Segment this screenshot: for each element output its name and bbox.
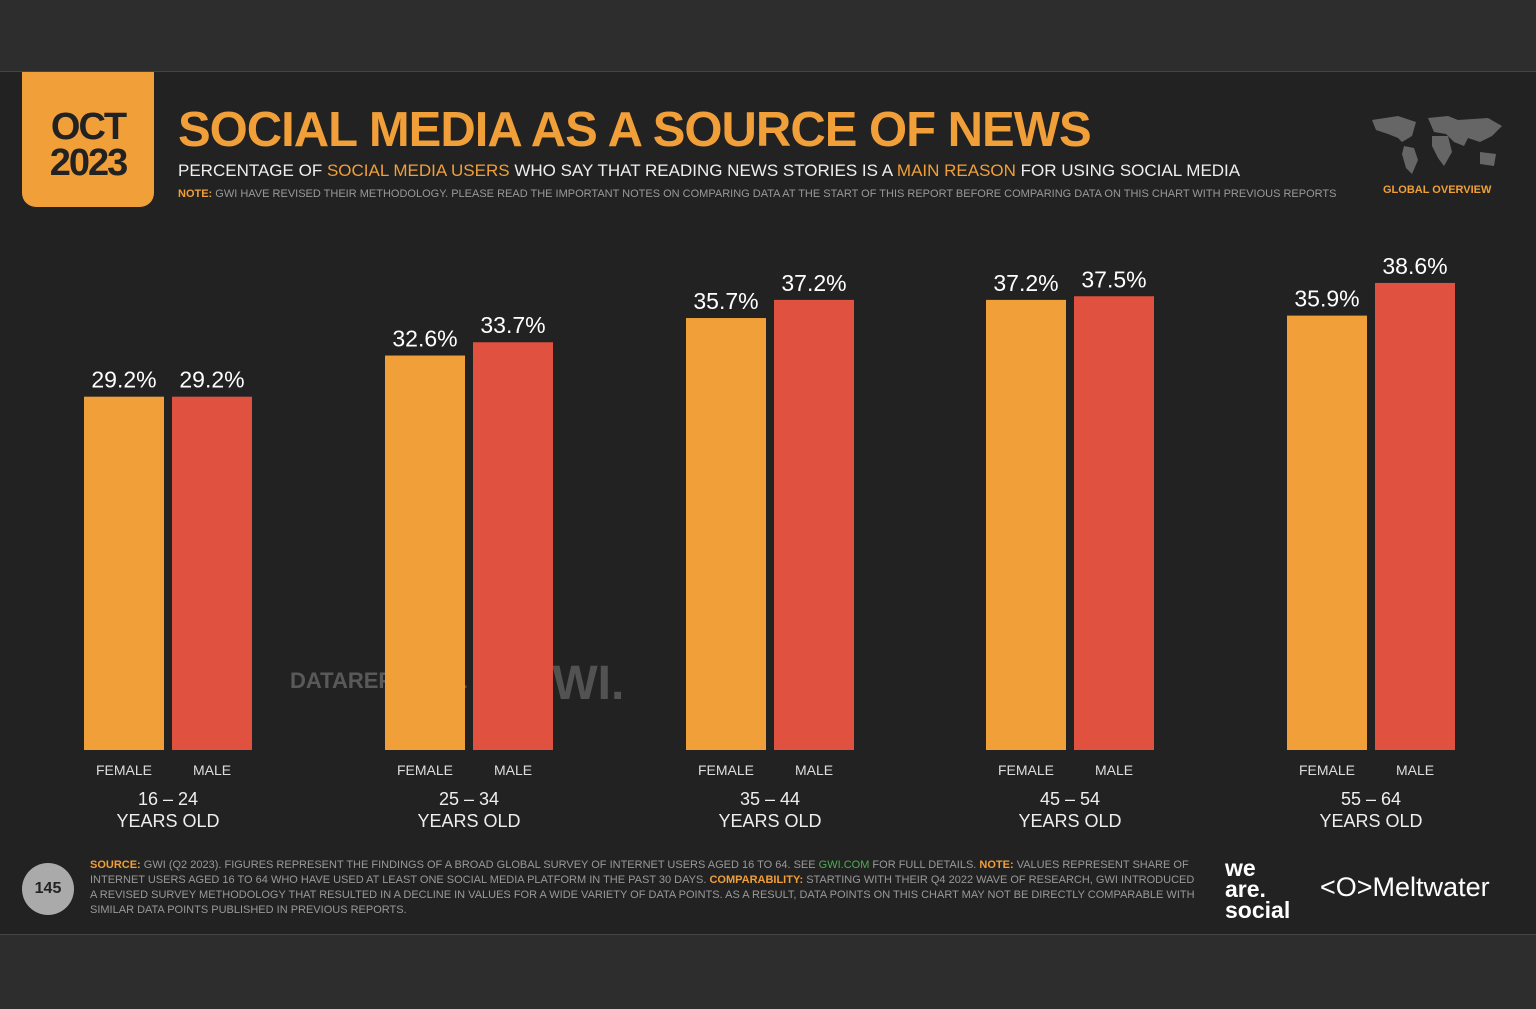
data-label: 32.6% (392, 326, 457, 352)
series-label: MALE (494, 762, 532, 778)
bar-male (1375, 282, 1455, 750)
logo-line: social (1225, 897, 1291, 923)
note-label: NOTE: (178, 188, 213, 200)
region-label: GLOBAL OVERVIEW (1383, 184, 1492, 196)
date-badge: OCT 2023 (22, 72, 154, 207)
data-label: 29.2% (179, 367, 244, 393)
data-label: 37.2% (781, 270, 846, 296)
gwi-link[interactable]: GWI.COM (818, 859, 870, 871)
bar-male (473, 342, 553, 750)
data-label: 37.5% (1081, 266, 1146, 292)
category-label: 35 – 44 (740, 789, 800, 809)
footer-source: SOURCE: GWI (Q2 2023). FIGURES REPRESENT… (90, 858, 1200, 918)
bar-female (986, 299, 1066, 750)
note-text: GWI HAVE REVISED THEIR METHODOLOGY. PLEA… (212, 188, 1337, 200)
we-are-social-logo: we are. social (1225, 855, 1291, 923)
series-label: FEMALE (998, 762, 1054, 778)
bar-male (1074, 296, 1154, 750)
series-label: FEMALE (1299, 762, 1355, 778)
subtitle-part: FOR USING SOCIAL MEDIA (1015, 161, 1241, 180)
data-label: 29.2% (91, 367, 156, 393)
data-label: 37.2% (993, 270, 1058, 296)
series-label: FEMALE (698, 762, 754, 778)
subtitle-highlight: SOCIAL MEDIA USERS (326, 161, 510, 180)
category-label: 55 – 64 (1341, 789, 1401, 809)
series-label: FEMALE (96, 762, 152, 778)
data-label: 35.7% (693, 288, 758, 314)
meltwater-logo: <O>Meltwater (1320, 872, 1490, 903)
series-label: MALE (193, 762, 231, 778)
category-suffix: YEARS OLD (417, 811, 520, 831)
bar-female (84, 396, 164, 750)
data-label: 38.6% (1382, 253, 1447, 279)
category-suffix: YEARS OLD (1319, 811, 1422, 831)
date-month: OCT (50, 106, 127, 148)
category-suffix: YEARS OLD (718, 811, 821, 831)
category-label: 45 – 54 (1040, 789, 1100, 809)
series-label: FEMALE (397, 762, 453, 778)
category-label: 16 – 24 (138, 789, 198, 809)
logo-line: are. (1225, 876, 1266, 902)
series-label: MALE (1095, 762, 1133, 778)
subtitle-part: WHO SAY THAT READING NEWS STORIES IS A (509, 161, 897, 180)
meltwater-icon: <O> (1320, 872, 1373, 902)
data-label: 35.9% (1294, 286, 1359, 312)
source-text: GWI (Q2 2023). FIGURES REPRESENT THE FIN… (140, 859, 819, 871)
bar-female (385, 355, 465, 750)
slide: OCT 2023 SOCIAL MEDIA AS A SOURCE OF NEW… (0, 71, 1536, 935)
page-number: 145 (22, 863, 74, 915)
category-suffix: YEARS OLD (1018, 811, 1121, 831)
subtitle-part: PERCENTAGE OF (178, 161, 327, 180)
source-label: SOURCE: (90, 859, 141, 871)
bar-male (172, 396, 252, 750)
series-label: MALE (1396, 762, 1434, 778)
subtitle: PERCENTAGE OF SOCIAL MEDIA USERS WHO SAY… (178, 161, 1240, 181)
bar-female (686, 318, 766, 750)
data-label: 33.7% (480, 312, 545, 338)
meltwater-text: Meltwater (1372, 872, 1490, 902)
comparability-label: COMPARABILITY: (709, 874, 804, 886)
bar-female (1287, 315, 1367, 750)
source-text: FOR FULL DETAILS. (869, 859, 980, 871)
logo-line: we (1225, 855, 1256, 881)
note-label: NOTE: (979, 859, 1014, 871)
series-label: MALE (795, 762, 833, 778)
category-label: 25 – 34 (439, 789, 499, 809)
page-title: SOCIAL MEDIA AS A SOURCE OF NEWS (178, 103, 1092, 157)
note-text: VALUES REPRESENT SHARE OF INTERNET USERS… (90, 859, 1189, 886)
subtitle-highlight: MAIN REASON (896, 161, 1016, 180)
bar-male (774, 299, 854, 750)
category-suffix: YEARS OLD (116, 811, 219, 831)
header-note: NOTE: GWI HAVE REVISED THEIR METHODOLOGY… (178, 188, 1336, 200)
comparability-text: STARTING WITH THEIR Q4 2022 WAVE OF RESE… (90, 874, 1195, 916)
world-map-icon (1372, 116, 1502, 174)
date-year: 2023 (49, 142, 129, 184)
